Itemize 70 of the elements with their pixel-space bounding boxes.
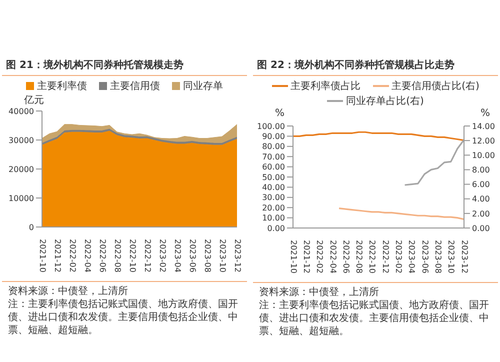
line-series (292, 131, 465, 142)
x-tick-label: 2023-10 (446, 240, 456, 274)
x-tick-label: 2022-12 (380, 240, 390, 274)
legend-label: 同业存单占比(右) (345, 94, 424, 108)
legend-label: 主要信用债占比(右) (390, 80, 480, 93)
text: 注：主要利率债包括记账式国债、地方政府债、国开债、进出口债和农发债。主要信用债包括企业债、中票、短融、超短融。 (8, 298, 239, 337)
text: 资料来源：中债登，上清所 (259, 286, 380, 299)
y-tick-label: 0 (28, 222, 34, 232)
y-axis-title: % (275, 108, 285, 120)
y-tick-label: 60.00 (262, 162, 285, 172)
x-tick-label: 2022-04 (328, 240, 338, 274)
y2-tick-label: 2.00 (472, 209, 490, 218)
x-tick-label: 2021-12 (302, 240, 311, 274)
x-tick-label: 2022-08 (112, 239, 122, 272)
y-tick-label: 40000 (8, 106, 34, 116)
y-tick-label: 30.00 (262, 193, 285, 202)
y-tick-label: 10.00 (262, 214, 285, 223)
line-series (404, 139, 465, 186)
text: 资料来源：中债登，上清所 (8, 285, 129, 298)
x-tick-label: 2022-08 (354, 240, 364, 274)
legend-label: 主要信用债 (109, 80, 160, 93)
y2-tick-label: 6.00 (472, 180, 490, 190)
chart-title: 图 21：境外机构不同券种托管规模走势 (2, 56, 247, 76)
y2-tick-label: 14.00 (472, 122, 495, 131)
x-tick-label: 2023-06 (188, 239, 197, 272)
x-tick-label: 2021-10 (288, 240, 298, 274)
legend-label: 主要利率债 (36, 80, 87, 93)
y-tick-label: 0.00 (267, 224, 285, 233)
x-tick-label: 2023-02 (158, 239, 167, 272)
x-tick-label: 2023-10 (218, 239, 227, 272)
y2-tick-label: 8.00 (472, 166, 490, 175)
x-tick-label: 2022-06 (341, 240, 350, 274)
legend-label: 主要利率债占比 (290, 80, 361, 93)
y-tick-label: 50.00 (262, 172, 285, 182)
x-tick-label: 2022-10 (128, 239, 137, 272)
y-tick-label: 20000 (8, 164, 34, 174)
text: 注：主要利率债包括记账式国债、地方政府债、国开债、进出口债和农发债。主要信用债包括企业债、中票、短融、超短融。 (259, 299, 490, 338)
x-tick-label: 2023-08 (434, 240, 443, 274)
x-tick-label: 2022-06 (98, 239, 107, 272)
x-tick-label: 2022-10 (368, 240, 377, 274)
y2-tick-label: 4.00 (472, 194, 490, 204)
y2-tick-label: 12.00 (472, 136, 495, 146)
x-tick-label: 2021-10 (38, 239, 47, 272)
x-tick-label: 2023-04 (407, 240, 416, 274)
x-tick-label: 2022-02 (68, 239, 77, 272)
y-tick-label: 10000 (8, 194, 34, 203)
legend-label: 同业存单 (182, 80, 223, 93)
x-tick-label: 2023-12 (460, 240, 469, 274)
x-tick-label: 2023-04 (172, 239, 182, 272)
x-tick-label: 2023-08 (202, 239, 212, 272)
x-tick-label: 2022-12 (142, 239, 152, 272)
chart-title: 图 22：境外机构不同券种托管规模占比走势 (253, 56, 498, 76)
y-tick-label: 100.00 (257, 122, 285, 131)
y-tick-label: 70.00 (262, 152, 285, 162)
y2-tick-label: 0.00 (472, 224, 490, 233)
x-tick-label: 2023-12 (232, 239, 242, 272)
y-tick-label: 40.00 (262, 183, 285, 192)
y-tick-label: 20.00 (262, 203, 285, 212)
y2-axis-title: % (480, 108, 490, 120)
y2-tick-label: 10.00 (472, 150, 495, 160)
x-tick-label: 2023-06 (420, 240, 430, 274)
x-tick-label: 2022-02 (315, 240, 324, 274)
x-tick-label: 2022-04 (82, 239, 92, 272)
y-axis-title: 亿元 (24, 94, 44, 106)
x-tick-label: 2023-02 (394, 240, 404, 274)
line-series (338, 208, 465, 220)
y-tick-label: 80.00 (262, 142, 285, 152)
y-tick-label: 90.00 (262, 132, 285, 142)
x-tick-label: 2021-12 (52, 239, 62, 272)
y-tick-label: 30000 (8, 136, 34, 145)
